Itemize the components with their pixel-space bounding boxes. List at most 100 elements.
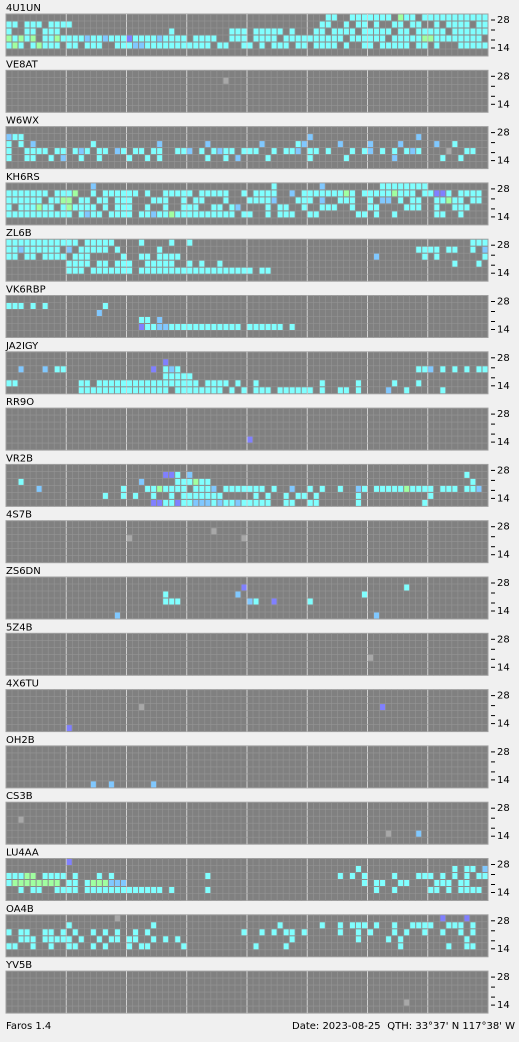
cell	[42, 873, 48, 879]
cell	[139, 239, 145, 246]
cell	[48, 246, 54, 253]
cell	[181, 380, 187, 387]
cell	[193, 35, 199, 42]
cell	[187, 492, 193, 499]
cell	[337, 873, 343, 879]
cell	[175, 387, 181, 394]
cell	[217, 148, 223, 155]
cell	[30, 190, 36, 197]
cell	[446, 485, 452, 492]
cell	[42, 204, 48, 211]
cell	[241, 211, 247, 218]
cell	[337, 35, 343, 42]
cell	[163, 324, 169, 330]
cell	[211, 485, 217, 492]
cell	[187, 267, 193, 274]
cell	[355, 211, 361, 218]
cell	[187, 190, 193, 197]
cell	[205, 267, 211, 274]
cell	[30, 873, 36, 879]
cell	[464, 866, 470, 872]
cell	[319, 35, 325, 42]
cell	[181, 324, 187, 330]
cell	[108, 267, 114, 274]
cell	[145, 42, 151, 49]
cell	[446, 943, 452, 950]
cell	[211, 528, 217, 535]
cell	[90, 239, 96, 246]
cell	[410, 35, 416, 42]
cell	[349, 873, 355, 879]
cell	[163, 253, 169, 260]
cell	[464, 915, 470, 922]
cell	[114, 197, 120, 204]
cell	[265, 190, 271, 197]
cell	[211, 387, 217, 394]
cell	[355, 485, 361, 492]
cell	[223, 197, 229, 204]
cell	[440, 190, 446, 197]
cell	[157, 246, 163, 253]
cell	[470, 485, 476, 492]
cell	[374, 612, 380, 619]
cell	[120, 485, 126, 492]
cell	[30, 253, 36, 260]
cell	[30, 155, 36, 162]
cell	[30, 943, 36, 950]
cell	[446, 35, 452, 42]
cell	[163, 260, 169, 267]
cell	[482, 239, 488, 246]
cell	[187, 499, 193, 506]
cell	[247, 436, 253, 443]
cell	[90, 781, 96, 788]
cell	[241, 148, 247, 155]
axis-label: 28	[497, 691, 510, 702]
cell	[102, 387, 108, 394]
cell	[42, 366, 48, 373]
cell	[404, 485, 410, 492]
cell	[452, 141, 458, 148]
cell	[337, 922, 343, 929]
axis-label: 28	[497, 15, 510, 26]
cell	[416, 28, 422, 35]
cell	[205, 35, 211, 42]
axis-label: 14	[497, 212, 510, 223]
cell	[54, 880, 60, 886]
cell	[482, 21, 488, 28]
cell	[361, 42, 367, 49]
cell	[6, 42, 12, 49]
cell	[145, 35, 151, 42]
cell	[54, 211, 60, 218]
cell	[434, 14, 440, 21]
cell	[271, 485, 277, 492]
cell	[434, 246, 440, 253]
cell	[42, 303, 48, 309]
cell	[18, 887, 24, 893]
cell	[48, 21, 54, 28]
cell	[410, 14, 416, 21]
cell	[386, 42, 392, 49]
axis-label: 14	[497, 662, 510, 673]
cell	[193, 42, 199, 49]
cell	[54, 936, 60, 943]
cell	[458, 922, 464, 929]
cell	[223, 380, 229, 387]
cell	[163, 211, 169, 218]
cell	[90, 141, 96, 148]
cell	[440, 485, 446, 492]
cell	[211, 492, 217, 499]
cell	[139, 943, 145, 950]
cell	[199, 190, 205, 197]
cell	[307, 598, 313, 605]
cell	[434, 42, 440, 49]
cell	[42, 35, 48, 42]
cell	[404, 190, 410, 197]
cell	[193, 387, 199, 394]
cell	[205, 324, 211, 330]
cell	[307, 35, 313, 42]
cell	[78, 197, 84, 204]
cell	[133, 887, 139, 893]
cell	[102, 492, 108, 499]
cell	[139, 42, 145, 49]
cell	[193, 499, 199, 506]
